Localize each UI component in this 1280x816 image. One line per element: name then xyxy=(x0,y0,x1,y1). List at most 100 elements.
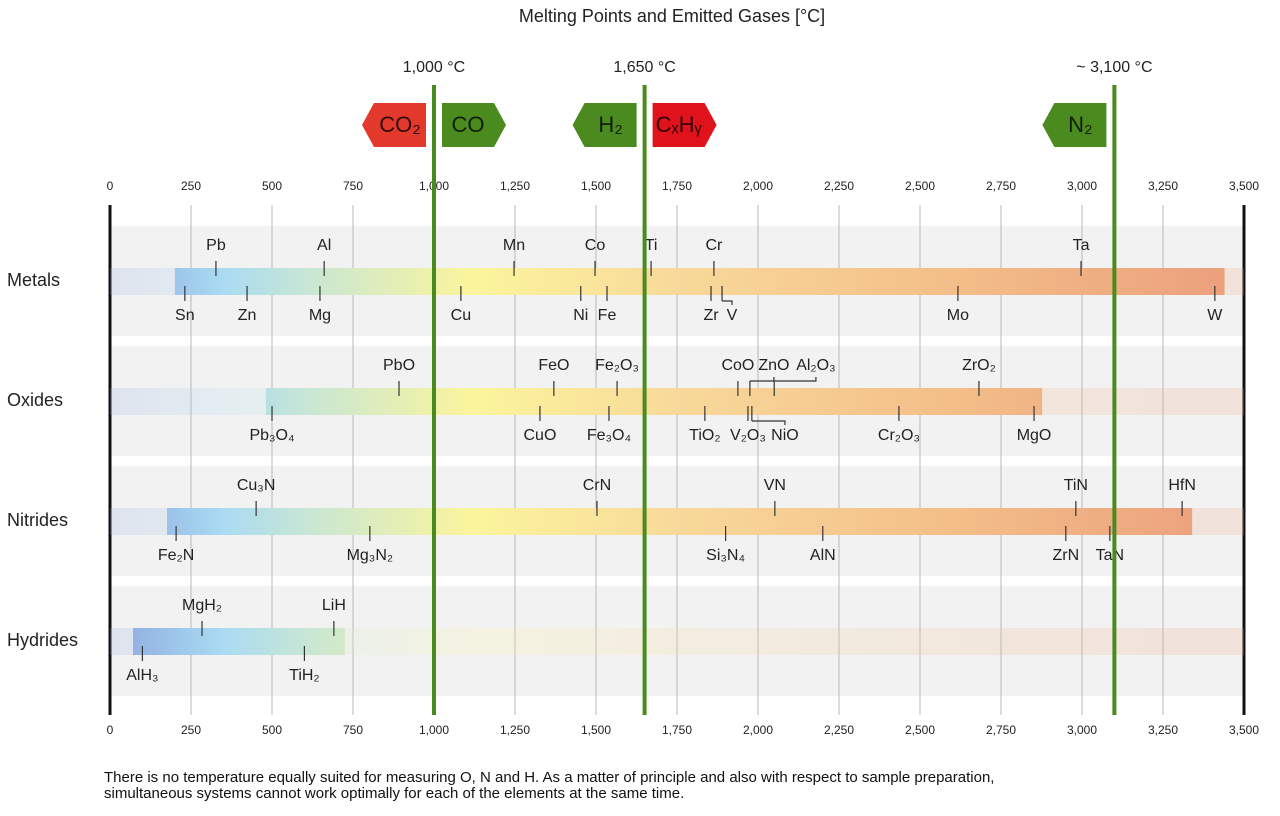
gas-tag xyxy=(362,103,426,147)
gas-tag xyxy=(442,103,506,147)
point-label: Zn xyxy=(238,307,257,324)
point-label: PbO xyxy=(383,357,415,374)
leader-line xyxy=(722,300,733,305)
chart: Melting Points and Emitted Gases [°C] 0 0… xyxy=(7,6,1259,737)
point-label: Mg xyxy=(309,307,331,324)
point-label: Cu₃N xyxy=(237,477,276,494)
range-bar xyxy=(133,628,345,655)
point-label: W xyxy=(1207,307,1223,324)
gas-tag xyxy=(652,103,717,147)
x-tick-label: 750 xyxy=(343,723,363,737)
x-tick-label: 2,250 xyxy=(824,179,854,193)
x-tick-label: 1,750 xyxy=(662,723,692,737)
x-tick-label: 2,000 xyxy=(743,179,773,193)
point-label: Al xyxy=(317,237,331,254)
point-label: AlN xyxy=(810,547,836,564)
point-label: Si₃N₄ xyxy=(706,547,745,564)
point-label: Zr xyxy=(703,307,719,324)
point-label: TiN xyxy=(1064,477,1088,494)
point-label: Co xyxy=(585,237,606,254)
point-label: Cu xyxy=(451,307,471,324)
point-label: Fe₂N xyxy=(158,547,194,564)
point-label: TiH₂ xyxy=(289,667,320,684)
point-label: Ti xyxy=(645,237,658,254)
point-label: Mg₃N₂ xyxy=(347,547,394,564)
gas-label: CₓHᵧ xyxy=(656,112,703,137)
point-label: Pb₃O₄ xyxy=(249,427,294,444)
point-label: Cr xyxy=(705,237,723,254)
threshold-label: 1,650 °C xyxy=(613,59,675,76)
x-tick-label: 2,000 xyxy=(743,723,773,737)
point-label: Cr₂O₃ xyxy=(878,427,920,444)
x-tick-label: 1,500 xyxy=(581,723,611,737)
leader-line xyxy=(774,377,817,382)
point-label: Al₂O₃ xyxy=(796,357,835,374)
x-tick-label: 3,000 xyxy=(1067,723,1097,737)
point-label: Pb xyxy=(206,237,226,254)
x-tick-label: 3,000 xyxy=(1067,179,1097,193)
leader-line xyxy=(751,420,786,425)
x-tick-label: 2,500 xyxy=(905,179,935,193)
x-tick-label: 0 xyxy=(107,723,114,737)
point-label: ZrO₂ xyxy=(962,357,996,374)
threshold-label: 1,000 °C xyxy=(403,59,465,76)
x-tick-label: 1,000 xyxy=(419,723,449,737)
gas-tag xyxy=(1042,103,1107,147)
x-tick-label: 500 xyxy=(262,723,282,737)
x-tick-label: 1,500 xyxy=(581,179,611,193)
point-label: AlH₃ xyxy=(126,667,158,684)
point-label: CuO xyxy=(523,427,556,444)
row-label: Nitrides xyxy=(7,510,68,530)
point-label: MgH₂ xyxy=(182,597,222,614)
chart-title: Melting Points and Emitted Gases [°C] xyxy=(519,6,825,26)
point-label: MgO xyxy=(1017,427,1052,444)
x-tick-label: 1,250 xyxy=(500,179,530,193)
x-tick-label: 3,250 xyxy=(1148,723,1178,737)
point-label: FeO xyxy=(538,357,569,374)
point-label: LiH xyxy=(322,597,346,614)
footnote: There is no temperature equally suited f… xyxy=(104,769,995,802)
range-bar xyxy=(167,508,1193,535)
x-tick-label: 1,250 xyxy=(500,723,530,737)
point-label: Fe₂O₃ xyxy=(595,357,639,374)
row-label: Hydrides xyxy=(7,630,78,650)
row-label: Metals xyxy=(7,270,60,290)
gas-tag xyxy=(572,103,637,147)
point-label: V xyxy=(727,307,738,324)
range-bar xyxy=(174,268,1225,295)
x-tick-label: 2,750 xyxy=(986,723,1016,737)
point-label: Ta xyxy=(1073,237,1090,254)
x-tick-label: 3,250 xyxy=(1148,179,1178,193)
point-label: NiO xyxy=(771,427,799,444)
gas-label: H₂ xyxy=(598,112,622,137)
range-bar xyxy=(265,388,1043,415)
point-label: Sn xyxy=(175,307,195,324)
point-label: TiO₂ xyxy=(689,427,720,444)
point-label: Mn xyxy=(503,237,525,254)
x-tick-label: 250 xyxy=(181,179,201,193)
x-tick-label: 3,500 xyxy=(1229,179,1259,193)
point-label: ZrN xyxy=(1052,547,1079,564)
gas-label: CO xyxy=(452,112,485,137)
gas-label: CO₂ xyxy=(379,112,421,137)
x-tick-label: 2,250 xyxy=(824,723,854,737)
point-label: V₂O₃ xyxy=(730,427,766,444)
point-label: Mo xyxy=(947,307,969,324)
point-label: VN xyxy=(764,477,786,494)
point-label: TaN xyxy=(1096,547,1124,564)
gas-label: N₂ xyxy=(1068,112,1092,137)
x-tick-label: 1,750 xyxy=(662,179,692,193)
x-tick-label: 500 xyxy=(262,179,282,193)
point-label: ZnO xyxy=(758,357,789,374)
point-label: Ni xyxy=(573,307,588,324)
point-label: HfN xyxy=(1168,477,1196,494)
x-tick-label: 3,500 xyxy=(1229,723,1259,737)
threshold-label: ~ 3,100 °C xyxy=(1076,59,1152,76)
point-label: CoO xyxy=(721,357,754,374)
point-label: Fe xyxy=(598,307,617,324)
row-label: Oxides xyxy=(7,390,63,410)
x-tick-label: 2,500 xyxy=(905,723,935,737)
x-tick-label: 250 xyxy=(181,723,201,737)
x-tick-label: 750 xyxy=(343,179,363,193)
